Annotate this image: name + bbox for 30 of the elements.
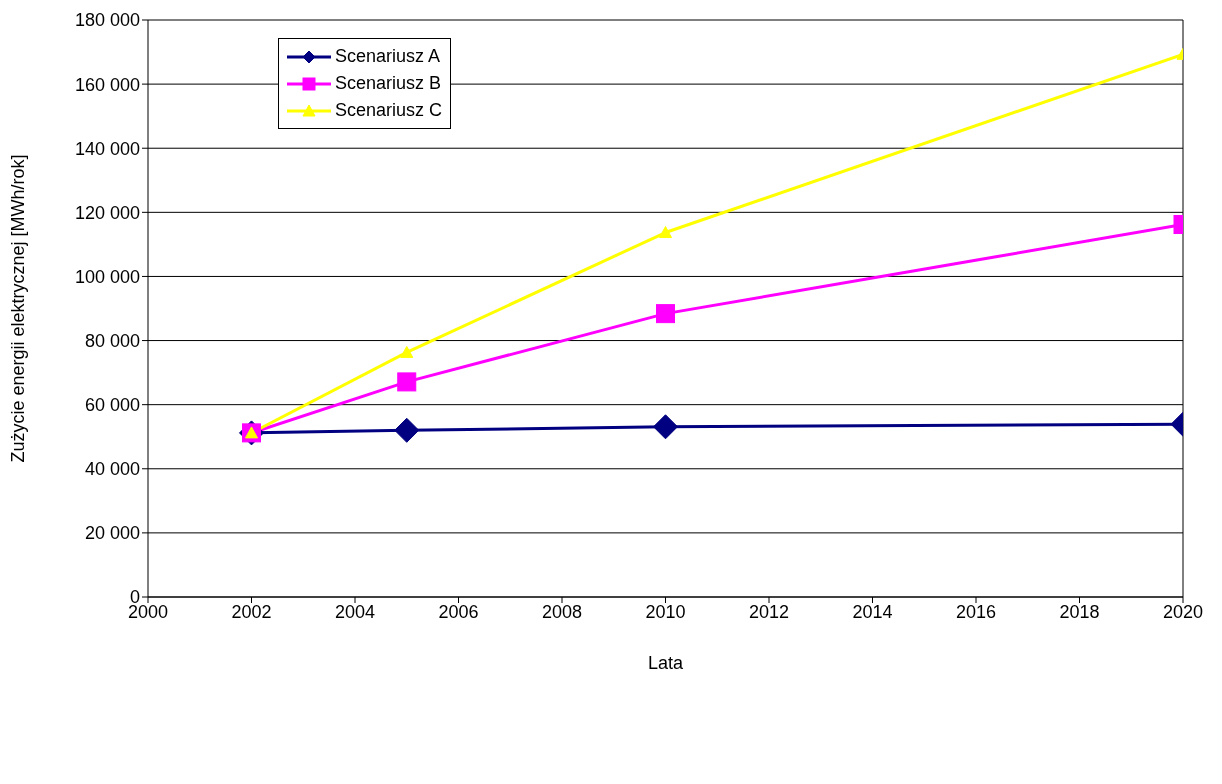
y-tick-label: 140 000 — [74, 138, 140, 159]
x-tick-label: 2002 — [231, 601, 272, 622]
legend-label: Scenariusz B — [335, 73, 442, 94]
x-tick-label: 2016 — [955, 601, 997, 622]
x-tick-label: 2018 — [1059, 601, 1100, 622]
y-tick-label: 100 000 — [74, 266, 140, 287]
point — [653, 414, 678, 440]
point — [659, 226, 672, 239]
y-axis-title: Zużycie energii elektrycznej [MWh/rok] — [8, 154, 29, 463]
y-tick-label: 120 000 — [74, 202, 140, 223]
y-tick-label: 80 000 — [84, 330, 140, 351]
y-tick-label: 160 000 — [74, 74, 140, 95]
y-tick-label: 180 000 — [74, 10, 140, 31]
x-tick-label: 2014 — [852, 601, 893, 622]
x-axis-title: Lata — [647, 653, 684, 673]
point — [400, 345, 414, 358]
x-tick-label: 2004 — [334, 601, 376, 622]
y-tick-label: 20 000 — [84, 523, 140, 544]
x-tick-label: 2006 — [438, 601, 479, 622]
point — [394, 417, 420, 443]
y-tick-label: 40 000 — [84, 459, 140, 480]
point — [656, 304, 675, 324]
x-tick-label: 2012 — [748, 601, 790, 622]
x-tick-label: 2020 — [1162, 601, 1204, 622]
legend-label: Scenariusz A — [335, 46, 441, 67]
point — [397, 372, 417, 392]
legend-label: Scenariusz C — [335, 100, 443, 121]
x-tick-label: 2010 — [645, 601, 686, 622]
y-tick-label: 60 000 — [84, 395, 140, 416]
x-tick-label: 2008 — [541, 601, 583, 622]
